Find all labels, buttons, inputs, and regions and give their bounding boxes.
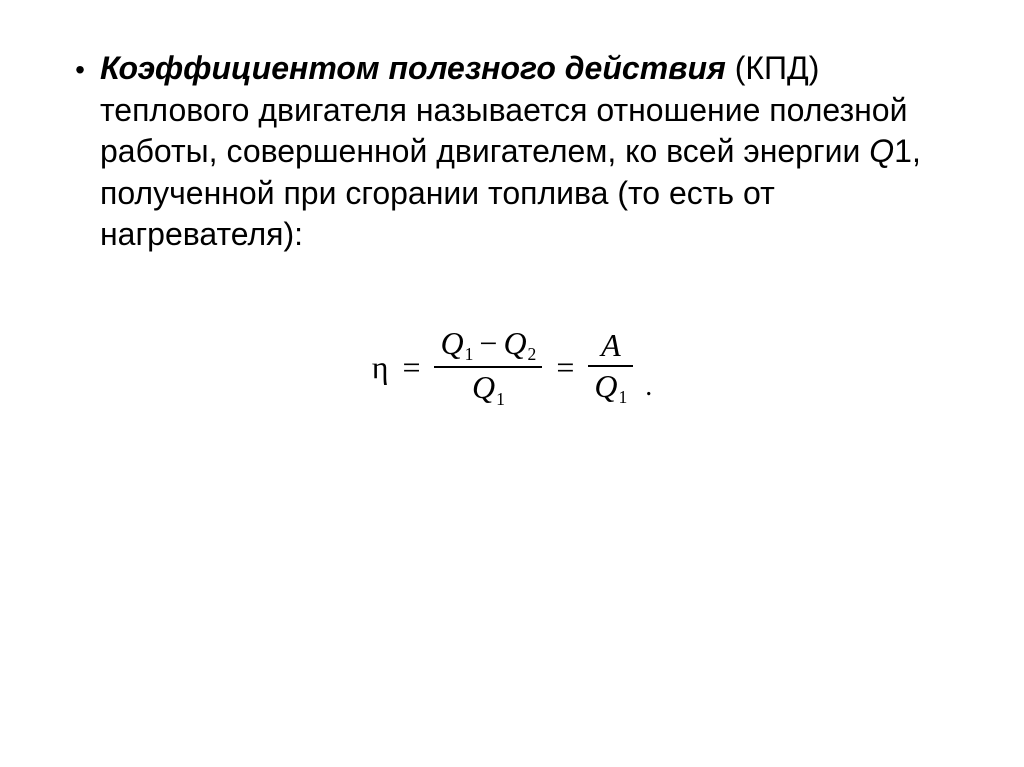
paren-close: ) (809, 50, 820, 86)
abbrev: КПД (745, 50, 808, 86)
definition-tail-1: теплового двигателя называется отношение… (100, 92, 907, 170)
paren-open: ( (726, 50, 746, 86)
A-sym: A (601, 327, 621, 363)
fraction-q1-q2-over-q1: Q1−Q2 Q1 (434, 326, 542, 409)
formula-period: . (645, 371, 652, 409)
numerator-1: Q1−Q2 (434, 326, 542, 365)
q-symbol: Q (869, 133, 894, 169)
sub-1c: 1 (619, 387, 628, 407)
definition-text: Коэффициентом полезного действия (КПД) т… (100, 48, 940, 256)
slide: • Коэффициентом полезного действия (КПД)… (0, 0, 1024, 767)
equals-2: = (556, 349, 574, 386)
Q-sym-2: Q (503, 325, 526, 361)
bullet-marker: • (60, 48, 100, 92)
q-sub: 1 (894, 133, 912, 169)
denominator-2: Q1 (588, 369, 633, 408)
Q-sym-den2: Q (594, 368, 617, 404)
efficiency-formula: η = Q1−Q2 Q1 = A Q1 (372, 326, 653, 409)
fraction-a-over-q1: A Q1 (588, 328, 633, 408)
Q-sym: Q (440, 325, 463, 361)
Q-sym-den: Q (472, 369, 495, 405)
bullet-item: • Коэффициентом полезного действия (КПД)… (60, 48, 964, 256)
minus: − (473, 325, 503, 361)
fraction-bar-2 (588, 365, 633, 367)
term-bold-italic: Коэффициентом полезного действия (100, 50, 726, 86)
equals-1: = (402, 349, 420, 386)
formula-container: η = Q1−Q2 Q1 = A Q1 (60, 326, 964, 409)
eta-symbol: η (372, 349, 389, 386)
denominator-1: Q1 (466, 370, 511, 409)
sub-1b: 1 (496, 389, 505, 409)
sub-2: 2 (528, 344, 537, 364)
fraction-bar-1 (434, 366, 542, 368)
numerator-2: A (595, 328, 627, 363)
